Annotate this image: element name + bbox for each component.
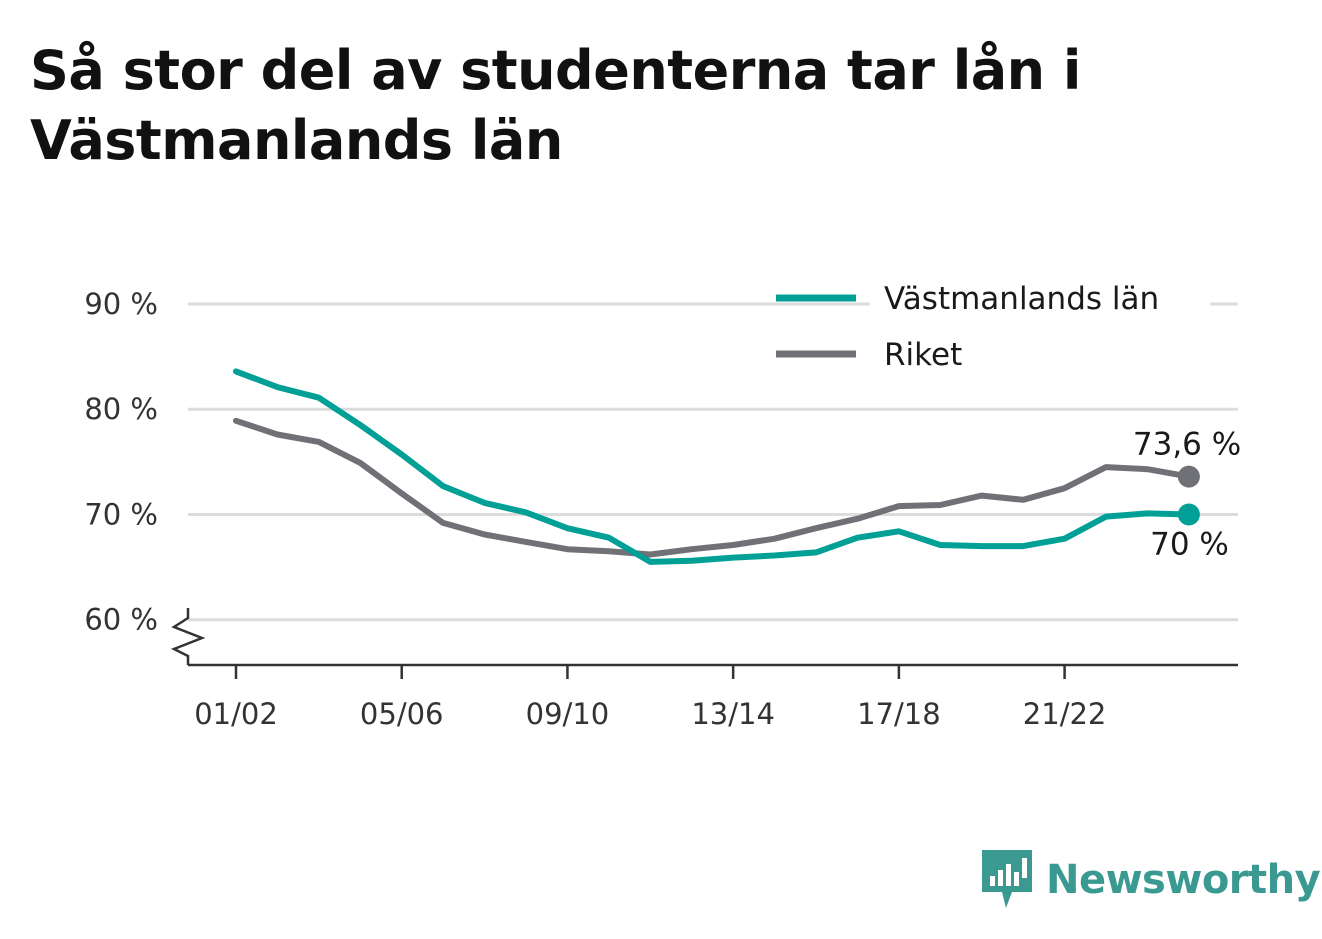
legend: Västmanlands län Riket bbox=[776, 270, 1210, 374]
brand-logo: Newsworthy bbox=[982, 850, 1321, 910]
y-axis-ticks: 60 % 70 % 80 % 90 % bbox=[84, 287, 158, 637]
end-label-vastmanland: 70 % bbox=[1150, 526, 1229, 562]
x-tick-label: 01/02 bbox=[194, 697, 278, 731]
x-tick-label: 21/22 bbox=[1023, 697, 1107, 731]
legend-text-bg bbox=[870, 270, 1210, 318]
series-line-1 bbox=[233, 417, 1192, 558]
x-tick-label: 09/10 bbox=[526, 697, 610, 731]
x-tick-label: 05/06 bbox=[360, 697, 444, 731]
x-axis bbox=[170, 608, 1238, 667]
end-labels: 73,6 % 70 % bbox=[1133, 427, 1241, 563]
y-tick-label: 60 % bbox=[84, 603, 158, 637]
end-label-riket: 73,6 % bbox=[1133, 427, 1241, 463]
series-lines bbox=[233, 368, 1200, 565]
series-line-0 bbox=[233, 368, 1192, 565]
chart-title: Så stor del av studenterna tar lån i Väs… bbox=[30, 39, 1081, 172]
y-tick-label: 70 % bbox=[84, 497, 158, 531]
y-axis-break bbox=[170, 608, 206, 665]
x-axis-ticks: 01/02 05/06 09/10 13/14 17/18 21/22 bbox=[194, 665, 1106, 731]
series-end-point-0 bbox=[1177, 503, 1200, 526]
y-tick-label: 80 % bbox=[84, 392, 158, 426]
x-tick-label: 13/14 bbox=[691, 697, 775, 731]
newsworthy-logo-icon bbox=[982, 850, 1032, 908]
x-tick-label: 17/18 bbox=[857, 697, 941, 731]
brand-name: Newsworthy bbox=[1046, 857, 1321, 903]
series-end-point-1 bbox=[1177, 465, 1200, 488]
y-tick-label: 90 % bbox=[84, 287, 158, 321]
legend-label: Riket bbox=[884, 337, 962, 373]
legend-label: Västmanlands län bbox=[884, 281, 1159, 317]
legend-text-bg bbox=[870, 326, 1210, 374]
